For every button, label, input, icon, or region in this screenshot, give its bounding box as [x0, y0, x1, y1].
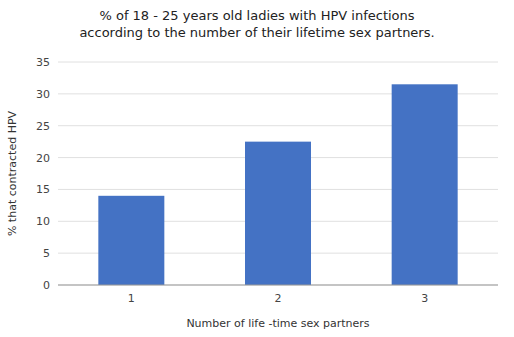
- y-tick-label: 10: [36, 215, 50, 228]
- y-tick-label: 0: [43, 279, 50, 292]
- x-tick-label: 1: [128, 292, 135, 305]
- title-line: according to the number of their lifetim…: [79, 25, 434, 40]
- grid-line: [58, 285, 498, 286]
- y-tick-label: 20: [36, 152, 50, 165]
- bar: [245, 142, 311, 285]
- y-axis: 0 5 10 15 20 25 30 35: [36, 56, 498, 292]
- x-axis: 1 2 3: [58, 285, 498, 305]
- x-axis-label: Number of life -time sex partners: [186, 317, 369, 330]
- bars: [98, 84, 457, 285]
- x-tick-label: 3: [421, 292, 428, 305]
- y-tick-label: 25: [36, 120, 50, 133]
- x-tick-label: 2: [275, 292, 282, 305]
- y-tick-label: 5: [43, 247, 50, 260]
- x-axis-line: [58, 285, 498, 286]
- y-tick-label: 35: [36, 56, 50, 69]
- chart-title: % of 18 - 25 years old ladies with HPV i…: [79, 8, 434, 40]
- grid-line: [58, 62, 498, 63]
- y-tick-label: 30: [36, 88, 50, 101]
- y-tick-label: 15: [36, 183, 50, 196]
- y-axis-label: % that contracted HPV: [6, 110, 19, 236]
- title-line: % of 18 - 25 years old ladies with HPV i…: [99, 8, 414, 23]
- bar: [392, 84, 458, 285]
- bar: [98, 196, 164, 285]
- chart-svg: % of 18 - 25 years old ladies with HPV i…: [0, 0, 514, 337]
- chart-container: % of 18 - 25 years old ladies with HPV i…: [0, 0, 514, 337]
